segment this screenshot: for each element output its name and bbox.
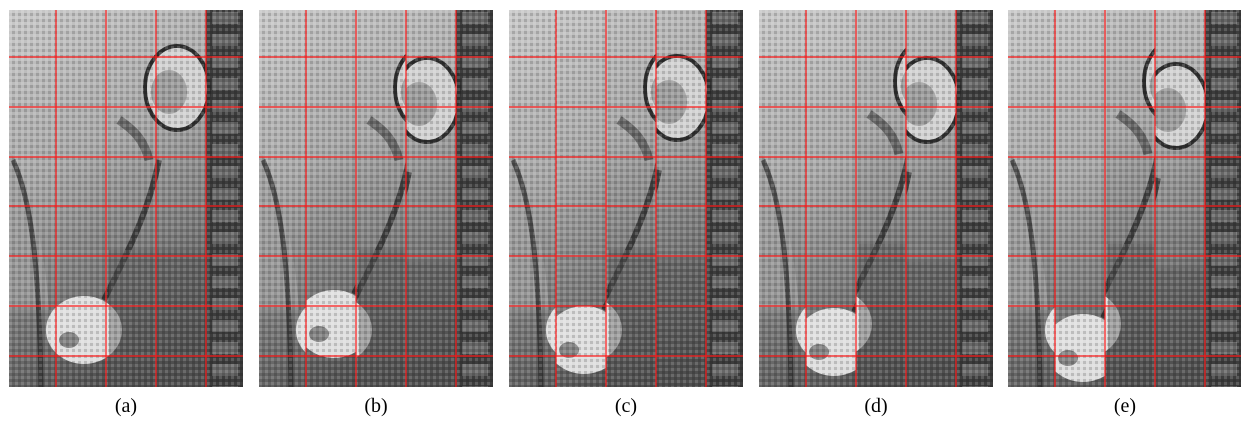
mri-panel — [509, 10, 743, 387]
grid-overlay — [259, 10, 493, 387]
grid-overlay — [509, 10, 743, 387]
mri-panel — [759, 10, 993, 387]
mri-panel — [259, 10, 493, 387]
mri-image — [509, 10, 743, 387]
panel-caption: (e) — [1113, 395, 1137, 417]
mri-image — [259, 10, 493, 387]
panel-caption: (d) — [864, 395, 888, 417]
grid-overlay — [759, 10, 993, 387]
grid-overlay — [1008, 10, 1241, 387]
mri-image — [759, 10, 993, 387]
mri-panel — [9, 10, 243, 387]
panel-caption: (b) — [364, 395, 388, 417]
panel-caption: (c) — [614, 395, 638, 417]
mri-panel — [1008, 10, 1241, 387]
grid-overlay — [9, 10, 243, 387]
panel-caption: (a) — [114, 395, 138, 417]
mri-image — [1008, 10, 1241, 387]
mri-image — [9, 10, 243, 387]
